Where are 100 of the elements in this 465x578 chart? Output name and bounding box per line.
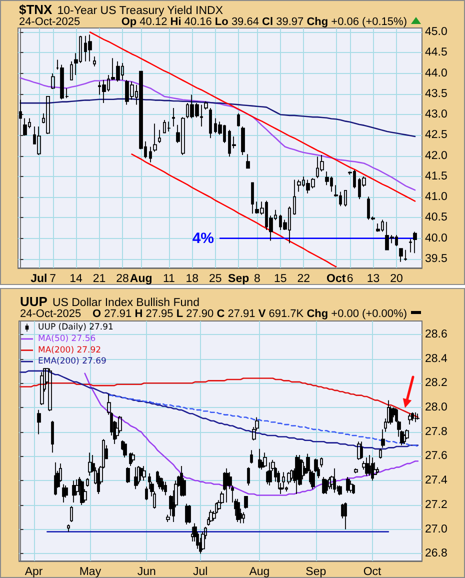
- candlestick: [142, 466, 146, 482]
- candlestick: [376, 466, 379, 474]
- candlestick: [349, 480, 353, 494]
- candlestick: [72, 480, 76, 503]
- line-series: [20, 370, 419, 450]
- candlestick: [131, 452, 135, 463]
- y-tick-label: 41.5: [425, 170, 448, 182]
- x-tick-label: May: [79, 566, 102, 578]
- candlestick: [379, 448, 382, 460]
- candlestick: [158, 475, 162, 490]
- candlestick: [46, 96, 50, 134]
- candlestick: [295, 454, 299, 494]
- candlestick: [325, 478, 328, 494]
- candlestick: [244, 496, 248, 510]
- candlestick: [399, 248, 403, 262]
- candlestick: [209, 509, 213, 522]
- y-tick-label: 28.6: [425, 328, 448, 340]
- x-tick-label: 22: [297, 273, 310, 285]
- candlestick: [246, 154, 250, 169]
- y-tick-label: 40.0: [425, 232, 448, 244]
- line-series: [108, 394, 419, 448]
- y-tick-label: 28.0: [425, 401, 448, 414]
- x-tick-label: 15: [274, 273, 287, 285]
- y-tick-label: 27.6: [425, 450, 448, 462]
- text: Op 40.12 Hi 40.16 Lo 39.64 Cl 39.97 Chg +0.06 (+0.15%): [121, 16, 407, 28]
- chart-subtitle: US Dollar Index Bullish Fund: [52, 297, 200, 309]
- candlestick: [37, 126, 41, 156]
- candlestick: [403, 434, 406, 444]
- candlestick: [62, 484, 65, 503]
- candlestick: [166, 514, 170, 522]
- candlestick: [88, 34, 92, 62]
- chart-title: $TNX: [19, 2, 52, 17]
- candlestick: [404, 249, 407, 262]
- y-tick-label: 43.0: [425, 108, 448, 121]
- candlestick: [23, 118, 27, 136]
- legend-label: EMA(200) 27.69: [38, 356, 106, 367]
- y-tick-label: 28.2: [425, 377, 448, 390]
- candlestick: [40, 372, 44, 406]
- candlestick: [258, 448, 261, 469]
- candlestick: [247, 466, 250, 486]
- candlestick: [172, 108, 175, 128]
- candlestick: [51, 72, 55, 90]
- candlestick: [54, 462, 57, 496]
- y-tick-label: 26.8: [425, 548, 448, 560]
- candlestick: [70, 60, 73, 80]
- candlestick: [354, 468, 358, 474]
- x-tick-label: 21: [92, 273, 106, 285]
- x-tick-label: Jul: [193, 566, 208, 578]
- candlestick: [241, 126, 245, 156]
- line-series: [20, 77, 416, 191]
- candlestick: [237, 112, 240, 128]
- y-tick-label: 41.0: [425, 191, 448, 204]
- candlestick: [139, 466, 143, 482]
- x-tick-label: 28: [116, 273, 129, 285]
- line-series: [20, 378, 419, 418]
- candlestick: [93, 56, 96, 67]
- candlestick: [344, 190, 347, 208]
- x-tick-label: Jun: [137, 566, 156, 578]
- candlestick: [236, 498, 240, 522]
- x-tick-label: 6: [346, 273, 354, 285]
- candlestick: [290, 469, 293, 482]
- candlestick: [201, 531, 205, 550]
- y-tick-label: 27.0: [425, 523, 448, 536]
- candlestick: [88, 452, 92, 476]
- y-tick-label: 27.8: [425, 426, 448, 438]
- candlestick: [381, 428, 385, 448]
- candlestick: [414, 412, 417, 423]
- candlestick: [126, 466, 130, 484]
- candlestick: [357, 441, 361, 460]
- candlestick: [204, 100, 208, 110]
- candlestick: [277, 470, 280, 490]
- candlestick: [51, 420, 54, 454]
- x-tick-label: 25: [208, 273, 222, 285]
- candlestick: [346, 476, 350, 494]
- candlestick: [70, 506, 73, 522]
- y-tick-label: 39.5: [425, 252, 448, 265]
- candlestick: [191, 526, 194, 542]
- candlestick: [164, 481, 167, 496]
- candlestick: [161, 478, 164, 492]
- legend-label: MA(50) 27.56: [38, 334, 96, 344]
- candlestick: [156, 470, 159, 485]
- candlestick: [149, 146, 152, 163]
- candlestick: [411, 412, 414, 422]
- candlestick: [287, 472, 291, 485]
- y-tick-label: 44.5: [425, 46, 448, 59]
- y-tick-label: 42.0: [425, 150, 448, 162]
- x-tick-label: 13: [366, 273, 380, 285]
- candlestick: [167, 121, 171, 132]
- candlestick: [360, 441, 363, 460]
- line-series: [131, 154, 337, 268]
- line-series: [89, 31, 416, 202]
- line-series: [84, 372, 419, 496]
- x-tick-label: 8: [254, 273, 260, 285]
- candlestick: [293, 179, 296, 216]
- y-tick-label: 28.4: [425, 352, 448, 365]
- x-tick-label: 20: [390, 273, 403, 285]
- x-tick-label: Oct: [326, 273, 346, 285]
- candlestick: [188, 504, 191, 524]
- chart-subtitle: 10-Year US Treasury Yield INDX: [57, 5, 223, 17]
- candlestick: [134, 466, 138, 490]
